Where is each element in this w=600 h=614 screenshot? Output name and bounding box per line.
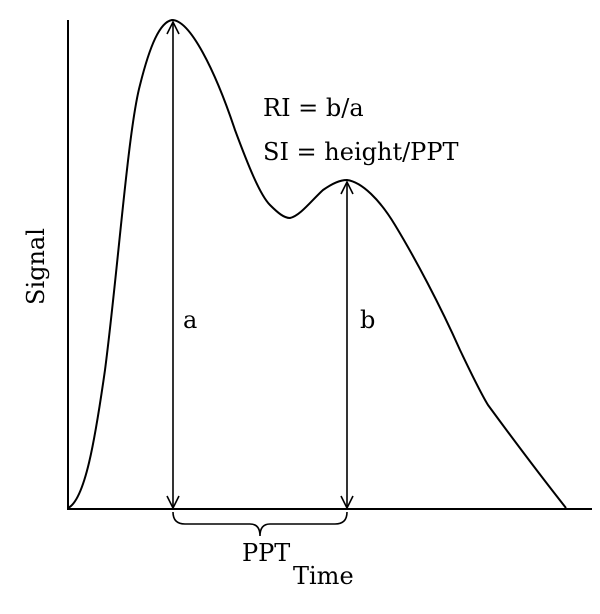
marker-a-label: a	[183, 306, 197, 334]
signal-curve	[67, 18, 567, 509]
arrow-b	[340, 180, 354, 510]
arrow-a	[166, 20, 180, 510]
ppt-brace	[172, 511, 348, 537]
x-axis-label: Time	[293, 562, 354, 590]
y-axis-label: Signal	[22, 228, 50, 305]
formula-si: SI = height/PPT	[263, 138, 458, 166]
ppt-label: PPT	[242, 539, 290, 567]
formula-ri: RI = b/a	[263, 94, 364, 122]
marker-b-label: b	[360, 306, 375, 334]
